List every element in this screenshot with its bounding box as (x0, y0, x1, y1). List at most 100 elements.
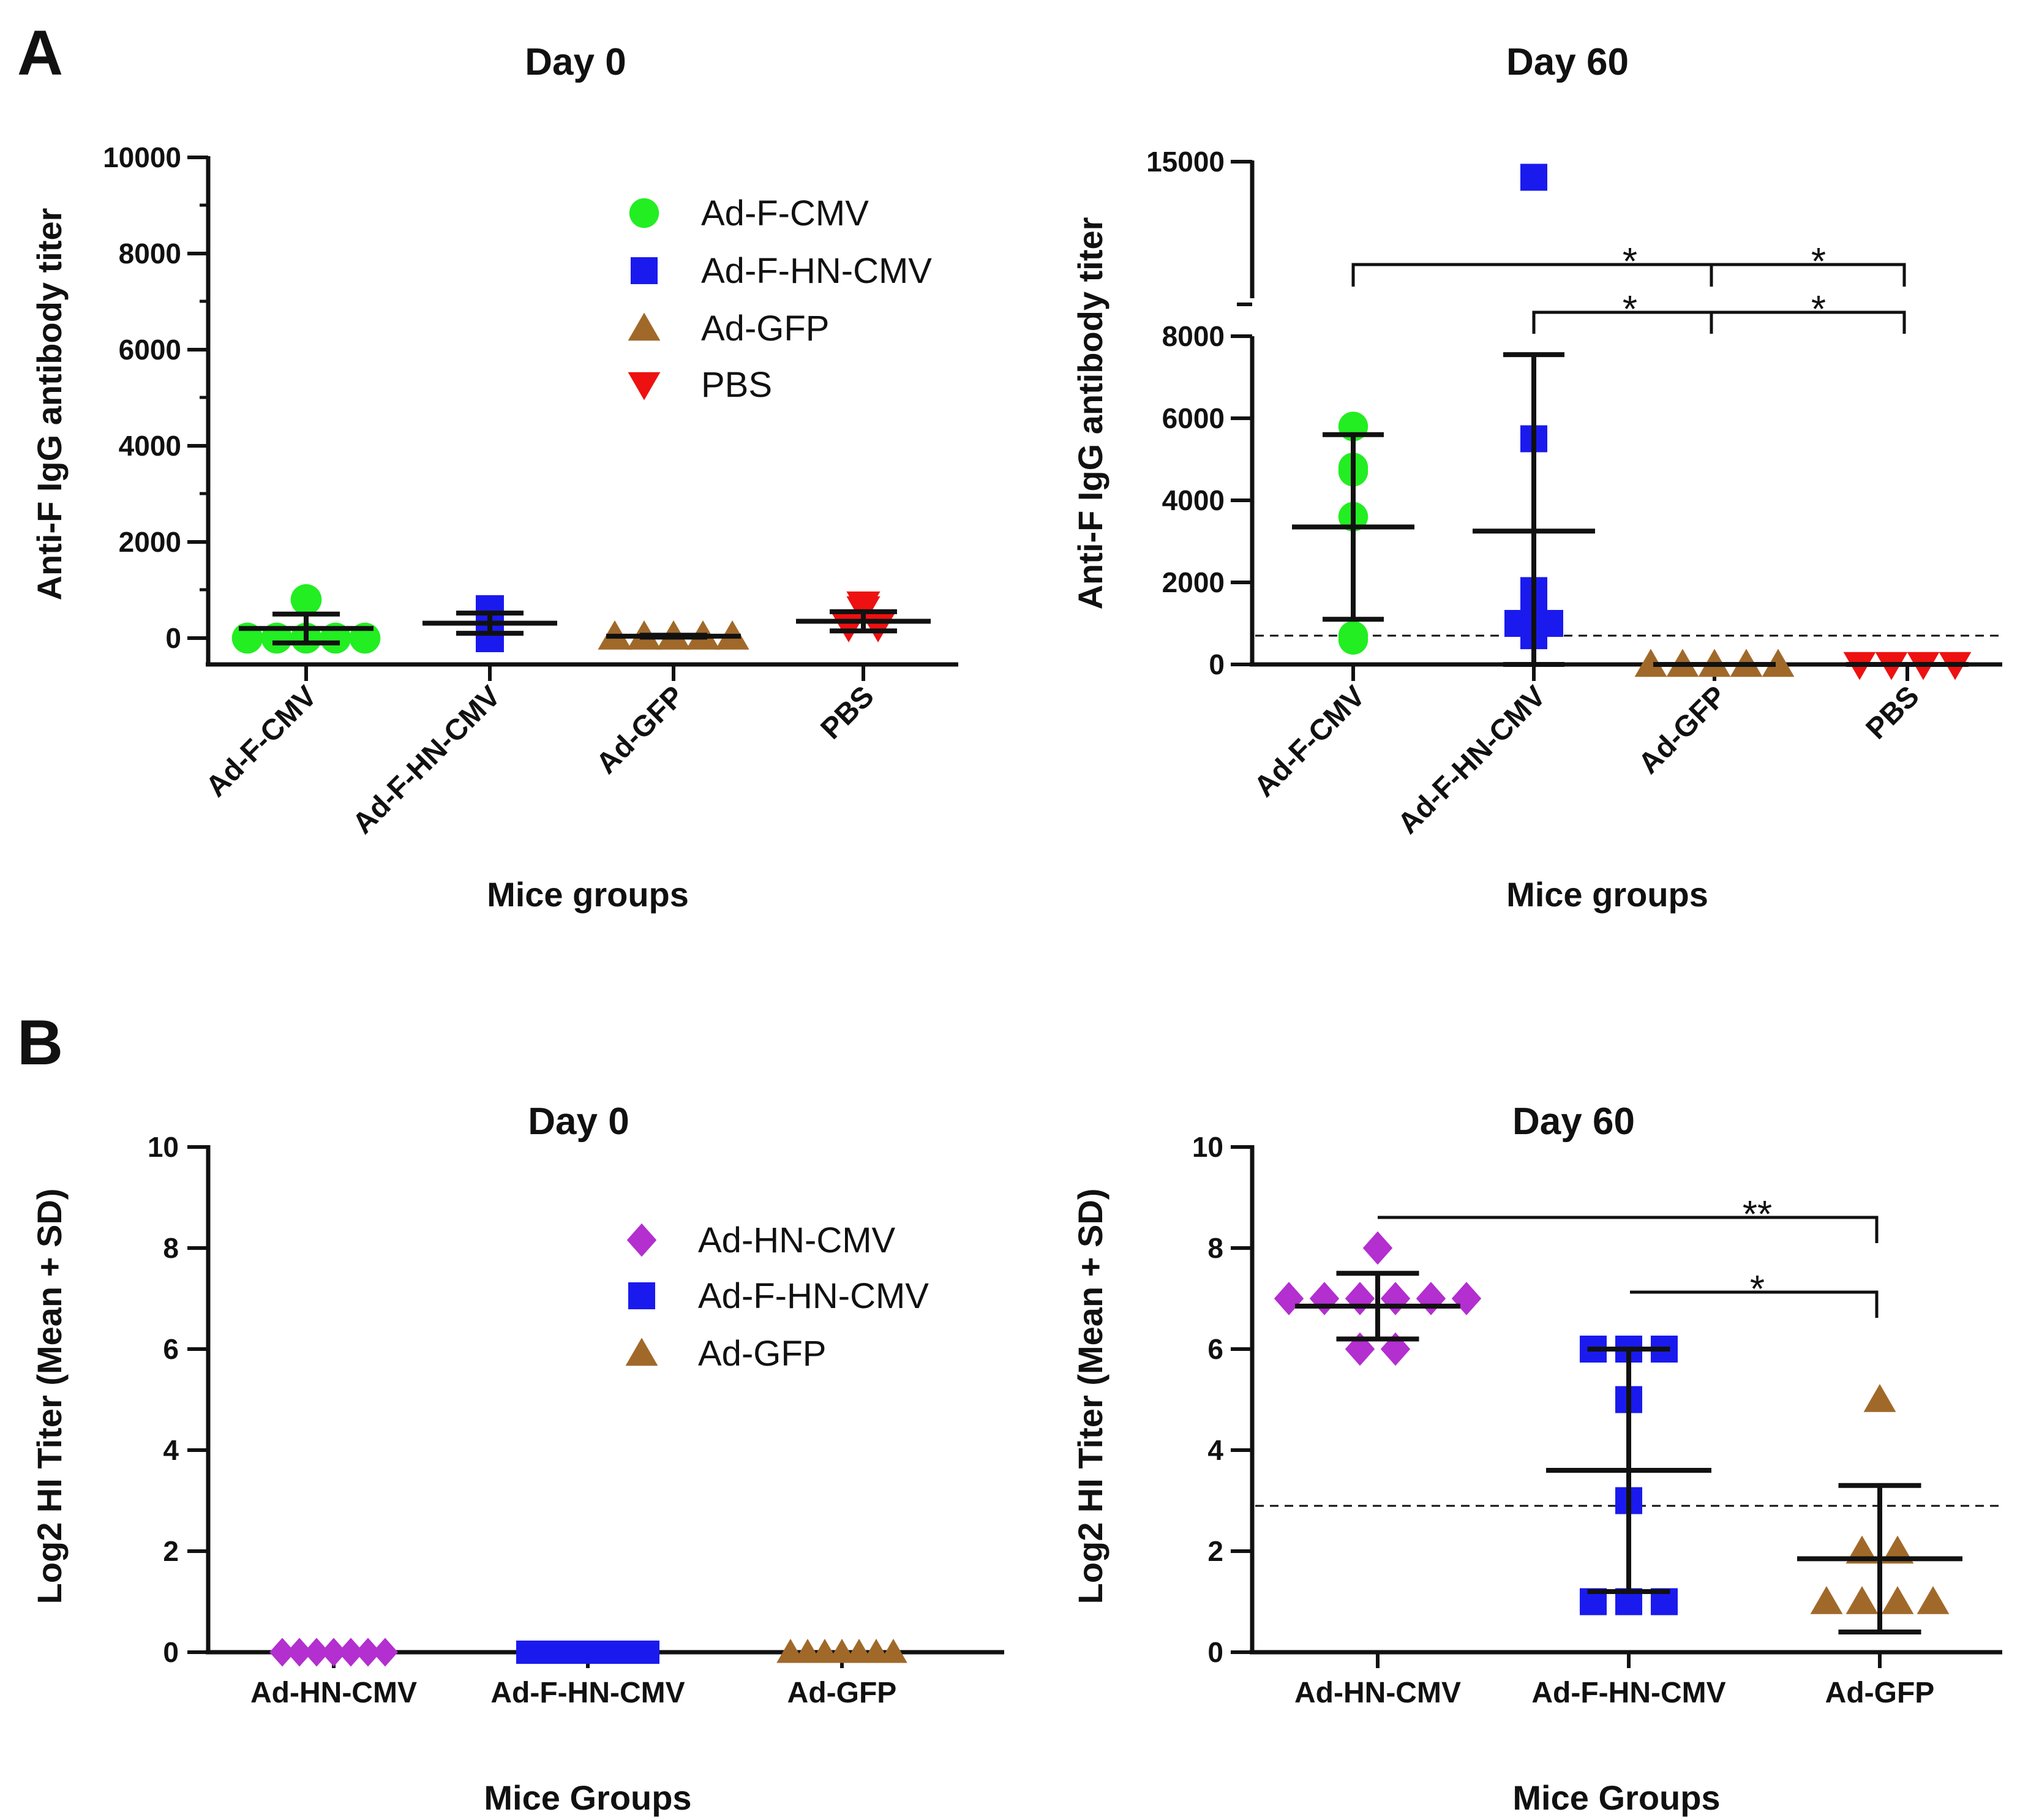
significance-bracket (1351, 263, 1906, 287)
y-axis-label: Anti-F IgG antibody titer (30, 208, 69, 601)
data-point (269, 1638, 295, 1667)
legend-marker-shape (628, 1282, 655, 1309)
x-ticks: Ad-HN-CMV Ad-F-HN-CMV Ad-GFP (1294, 1652, 1934, 1709)
chart-b-day60: Day 60 Log2 HI Titer (Mean + SD) Mice Gr… (1071, 1100, 2002, 1817)
legend-entry: Ad-GFP (701, 309, 830, 348)
data-point (1309, 1282, 1340, 1315)
significance-star: * (1811, 241, 1826, 283)
y-tick-label: 10 (1192, 1131, 1223, 1163)
legend-entry: Ad-F-HN-CMV (698, 1276, 929, 1316)
y-tick-label: 2000 (119, 526, 181, 558)
legend-marker-shape (631, 257, 658, 284)
y-tick-label: 0 (165, 622, 181, 654)
x-tick-label: Ad-GFP (590, 680, 691, 780)
x-axis-label: Mice groups (487, 875, 689, 914)
legend-entry: Ad-F-HN-CMV (701, 251, 932, 291)
data-point (832, 613, 866, 643)
x-tick-label: Ad-HN-CMV (250, 1677, 417, 1709)
y-tick-label: 8000 (1162, 320, 1225, 352)
significance-star: * (1623, 241, 1637, 283)
data-point (1338, 620, 1369, 651)
data-point (1451, 1282, 1482, 1315)
plot-marks (1292, 164, 1972, 680)
plot-marks (269, 1638, 907, 1667)
significance-bracket (1532, 310, 1906, 334)
legend-marker-shape (628, 312, 661, 341)
legend-marker (626, 1223, 657, 1257)
significance-star: ** (1743, 1194, 1772, 1236)
y-tick-label: 2 (1207, 1535, 1223, 1567)
y-tick-label: 6000 (119, 334, 181, 366)
x-ticks: Ad-F-CMV Ad-F-HN-CMV Ad-GFP PBS (200, 664, 880, 840)
x-tick-label: PBS (1860, 680, 1926, 745)
legend-entry: Ad-F-CMV (701, 194, 869, 233)
legend-marker-shape (628, 372, 661, 400)
legend: Ad-HN-CMV Ad-F-HN-CMV Ad-GFP (625, 1220, 929, 1374)
data-point (1845, 1585, 1879, 1614)
data-point (338, 1638, 364, 1667)
data-point (321, 1638, 347, 1667)
y-tick-label: 15000 (1146, 146, 1225, 178)
y-tick-label: 10000 (103, 141, 181, 173)
x-axis-label: Mice Groups (1512, 1778, 1720, 1817)
y-axis-label: Log2 HI Titer (Mean + SD) (30, 1189, 69, 1604)
panel-label-a: A (17, 18, 63, 89)
significance-brackets: * * * * (1351, 241, 1906, 334)
data-point (372, 1638, 398, 1667)
legend-marker (631, 257, 658, 284)
data-point (1520, 164, 1547, 191)
chart-title: Day 60 (1506, 41, 1629, 83)
x-tick-label: Ad-F-CMV (200, 680, 323, 803)
legend-marker-shape (629, 198, 659, 228)
y-ticks: 0 2000 4000 6000 8000 10000 (103, 141, 208, 654)
chart-b-day0: Day 0 Log2 HI Titer (Mean + SD) Mice Gro… (30, 1100, 1004, 1817)
legend-marker-shape (626, 1223, 657, 1257)
x-tick-label: Ad-F-HN-CMV (1392, 680, 1552, 840)
chart-a-day0: Day 0 Anti-F IgG antibody titer Mice gro… (30, 41, 958, 914)
data-point (861, 613, 895, 643)
x-tick-label: Ad-GFP (1825, 1677, 1935, 1709)
y-tick-label: 4 (1207, 1434, 1223, 1466)
legend-marker (628, 312, 661, 341)
y-tick-label: 8 (1207, 1232, 1223, 1264)
data-point (1345, 1282, 1375, 1315)
data-point (355, 1638, 381, 1667)
x-ticks: Ad-F-CMV Ad-F-HN-CMV Ad-GFP PBS (1248, 664, 1926, 840)
legend-marker (629, 198, 659, 228)
legend-entry: Ad-HN-CMV (698, 1220, 896, 1260)
data-point (636, 1641, 659, 1664)
data-point (879, 1638, 907, 1663)
chart-a-day60: Day 60 Anti-F IgG antibody titer Mice gr… (1071, 41, 2002, 914)
y-tick-label: 2 (163, 1535, 179, 1567)
significance-bracket (1630, 1290, 1879, 1318)
panel-label-b: B (17, 1007, 63, 1078)
y-tick-label: 10 (148, 1131, 179, 1163)
y-tick-label: 4 (163, 1434, 179, 1466)
significance-bracket (1378, 1216, 1879, 1243)
legend-marker (625, 1337, 658, 1366)
y-tick-label: 6 (1207, 1333, 1223, 1365)
x-ticks: Ad-HN-CMV Ad-F-HN-CMV Ad-GFP (250, 1652, 896, 1709)
y-tick-label: 0 (1207, 1636, 1223, 1668)
x-axis-label: Mice groups (1506, 875, 1708, 914)
data-point (1762, 649, 1795, 677)
y-axis-label: Log2 HI Titer (Mean + SD) (1071, 1189, 1109, 1604)
y-tick-label: 6000 (1162, 402, 1225, 434)
chart-title: Day 60 (1512, 1100, 1635, 1143)
x-tick-label: Ad-GFP (787, 1677, 897, 1709)
legend-marker (628, 372, 661, 400)
significance-star: * (1811, 288, 1826, 331)
data-point (1380, 1282, 1411, 1315)
x-tick-label: PBS (815, 680, 880, 745)
data-point (287, 1638, 312, 1667)
x-tick-label: Ad-GFP (1632, 680, 1733, 780)
y-tick-label: 8000 (119, 238, 181, 269)
data-point (290, 584, 322, 615)
y-ticks: 0 2 4 6 8 10 (1192, 1131, 1252, 1668)
legend: Ad-F-CMV Ad-F-HN-CMV Ad-GFP PBS (628, 194, 932, 405)
significance-star: * (1750, 1268, 1765, 1310)
plot-marks (231, 584, 931, 654)
y-tick-label: 4000 (119, 430, 181, 462)
legend-entry: Ad-GFP (698, 1334, 827, 1374)
